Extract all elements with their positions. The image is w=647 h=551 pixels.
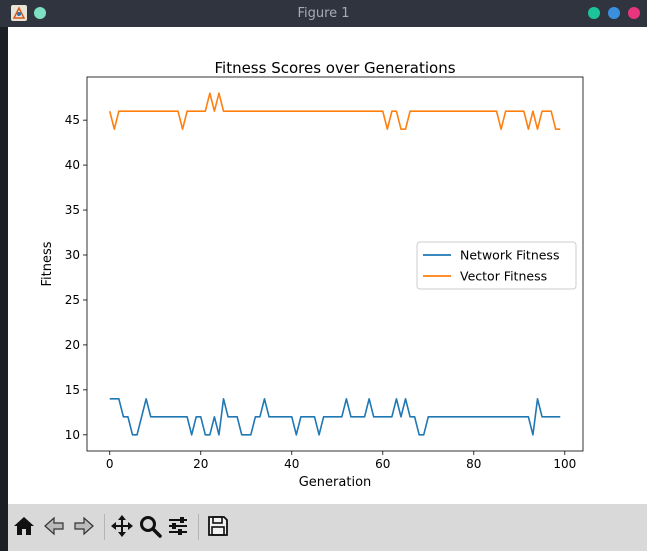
x-tick-label: 80 — [466, 457, 481, 471]
x-tick-label: 60 — [375, 457, 390, 471]
y-tick-label: 15 — [65, 383, 80, 397]
y-tick-label: 35 — [65, 203, 80, 217]
window-title: Figure 1 — [297, 6, 350, 21]
y-tick-label: 25 — [65, 293, 80, 307]
zoom-button[interactable] — [136, 512, 164, 540]
zoom-icon — [140, 516, 162, 538]
y-tick-label: 10 — [65, 428, 80, 442]
legend-label-1: Vector Fitness — [460, 269, 547, 284]
y-tick-label: 40 — [65, 158, 80, 172]
toolbar-separator — [198, 514, 199, 540]
figure-canvas[interactable]: Fitness Scores over Generations 0 20 40 60 80… — [8, 27, 647, 504]
configure-subplots-button[interactable] — [164, 512, 192, 540]
series-line-1 — [108, 92, 561, 130]
chart-title: Fitness Scores over Generations — [214, 59, 455, 77]
home-button[interactable] — [10, 512, 38, 540]
minimize-button[interactable] — [588, 7, 600, 19]
close-button[interactable] — [628, 7, 640, 19]
series-line-0 — [109, 398, 561, 436]
legend-label-0: Network Fitness — [460, 248, 559, 263]
maximize-button[interactable] — [608, 7, 620, 19]
title-bar[interactable]: Figure 1 — [0, 0, 647, 27]
save-button[interactable] — [204, 512, 232, 540]
navigation-toolbar — [8, 504, 647, 551]
toolbar-separator — [104, 514, 105, 540]
pan-button[interactable] — [108, 512, 136, 540]
back-icon — [44, 516, 64, 536]
home-icon — [14, 517, 34, 535]
x-tick-label: 40 — [284, 457, 299, 471]
line-chart[interactable]: Fitness Scores over Generations 0 20 40 60 80… — [8, 27, 647, 504]
pan-icon — [111, 515, 133, 537]
background-window-strip — [0, 27, 8, 551]
save-icon — [208, 516, 228, 536]
x-axis-label: Generation — [299, 475, 372, 490]
forward-icon — [74, 516, 94, 536]
x-tick-label: 20 — [193, 457, 208, 471]
x-tick-label: 0 — [106, 457, 114, 471]
app-icon — [11, 5, 27, 21]
y-tick-label: 30 — [65, 248, 80, 262]
y-tick-label: 45 — [65, 113, 80, 127]
y-tick-label: 20 — [65, 338, 80, 352]
back-button[interactable] — [40, 512, 68, 540]
plot-frame — [86, 76, 584, 452]
x-tick-label: 100 — [553, 457, 576, 471]
legend-box — [416, 241, 577, 290]
configure-subplots-icon — [169, 517, 187, 535]
y-axis-label: Fitness — [40, 241, 55, 286]
forward-button[interactable] — [70, 512, 98, 540]
sticky-button[interactable] — [34, 7, 46, 19]
